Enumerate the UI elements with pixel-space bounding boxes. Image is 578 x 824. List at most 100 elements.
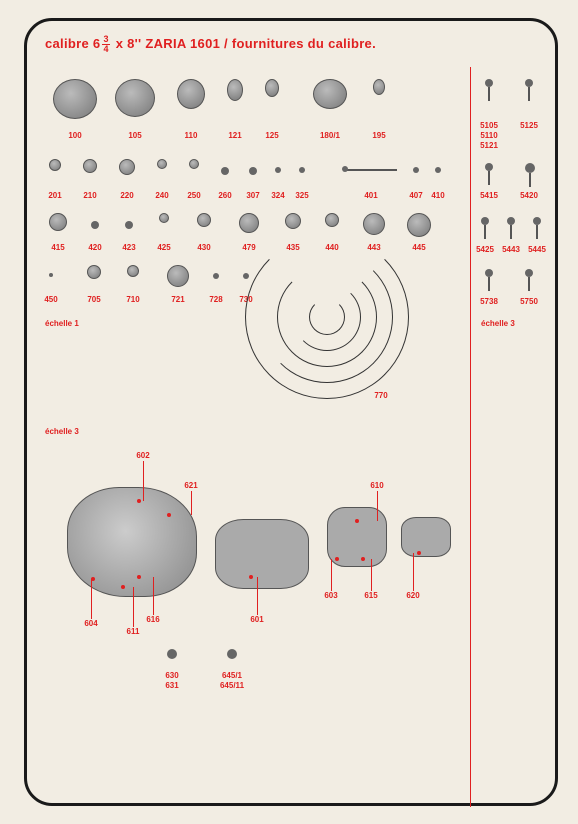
assembly-illustration [67,487,197,597]
part-illustration [485,163,493,171]
part-illustration [53,79,97,119]
callout-dot [91,577,95,581]
part-illustration [528,277,530,291]
part-illustration [115,79,155,117]
callout-leader [371,559,372,591]
part-number-label: 728 [201,295,231,304]
part-illustration [435,167,441,173]
part-illustration [49,159,61,171]
part-illustration [91,221,99,229]
part-illustration [313,79,347,109]
part-illustration [488,87,490,101]
part-number-label: 125 [257,131,287,140]
part-illustration [177,79,205,109]
callout-dot [137,575,141,579]
part-illustration [285,213,301,229]
callout-leader [257,577,258,615]
callout-leader [331,559,332,591]
part-number-label: 479 [234,243,264,252]
callout-leader [91,579,92,619]
callout-leader [191,491,192,515]
part-illustration [249,167,257,175]
part-illustration [533,217,541,225]
callout-dot [355,519,359,523]
part-number-label: 631 [152,681,192,690]
part-number-label: 616 [139,615,167,624]
part-illustration [197,213,211,227]
vertical-divider [470,67,471,807]
mainspring-illustration [245,235,409,399]
part-number-label: 5443 [497,245,525,254]
part-illustration [227,649,237,659]
callout-dot [335,557,339,561]
callout-dot [167,513,171,517]
part-illustration [275,167,281,173]
part-illustration [525,163,535,173]
part-illustration [265,79,279,97]
part-number-label: 602 [129,451,157,460]
callout-leader [377,491,378,521]
part-number-label: 410 [423,191,453,200]
part-illustration [157,159,167,169]
part-illustration [239,213,259,233]
part-number-label: 110 [176,131,206,140]
main-parts-area: 100105110121125180/119520121022024025026… [27,67,469,807]
part-illustration [488,171,490,185]
part-number-label: 450 [36,295,66,304]
part-number-label: 5750 [515,297,543,306]
part-number-label: 445 [404,243,434,252]
part-number-label: 5420 [515,191,543,200]
part-illustration [407,213,431,237]
part-illustration [213,273,219,279]
part-number-label: 240 [147,191,177,200]
part-number-label: 5110 [475,131,503,140]
part-number-label: 423 [114,243,144,252]
part-illustration [342,166,348,172]
callout-dot [417,551,421,555]
part-number-label: 260 [210,191,240,200]
part-number-label: 645/11 [212,681,252,690]
scale-label: échelle 3 [45,427,79,436]
part-illustration [325,213,339,227]
part-number-label: 430 [189,243,219,252]
part-number-label: 210 [75,191,105,200]
part-illustration [227,79,243,101]
part-illustration [525,269,533,277]
part-number-label: 180/1 [315,131,345,140]
part-illustration [243,273,249,279]
callout-dot [137,499,141,503]
part-number-label: 705 [79,295,109,304]
part-illustration [488,277,490,291]
part-illustration [299,167,305,173]
page-title: calibre 634 x 8'' ZARIA 1601 / fournitur… [45,35,376,54]
part-number-label: 5425 [471,245,499,254]
callout-leader [153,577,154,615]
part-number-label: 621 [177,481,205,490]
part-number-label: 195 [364,131,394,140]
part-illustration [481,217,489,225]
part-illustration [189,159,199,169]
part-illustration [373,79,385,95]
callout-leader [143,461,144,501]
part-illustration [125,221,133,229]
part-illustration [507,217,515,225]
part-illustration [485,269,493,277]
part-illustration [49,213,67,231]
part-illustration [485,79,493,87]
part-illustration [159,213,169,223]
part-illustration [167,265,189,287]
part-number-label: 5415 [475,191,503,200]
part-number-label: 201 [40,191,70,200]
assembly-illustration [215,519,309,589]
part-number-label: 770 [369,391,393,400]
assembly-illustration [401,517,451,557]
callout-dot [361,557,365,561]
part-illustration [510,225,512,239]
part-number-label: 121 [220,131,250,140]
part-illustration [127,265,139,277]
callout-leader [133,587,134,627]
part-number-label: 250 [179,191,209,200]
part-number-label: 5738 [475,297,503,306]
part-number-label: 620 [399,591,427,600]
part-illustration [87,265,101,279]
